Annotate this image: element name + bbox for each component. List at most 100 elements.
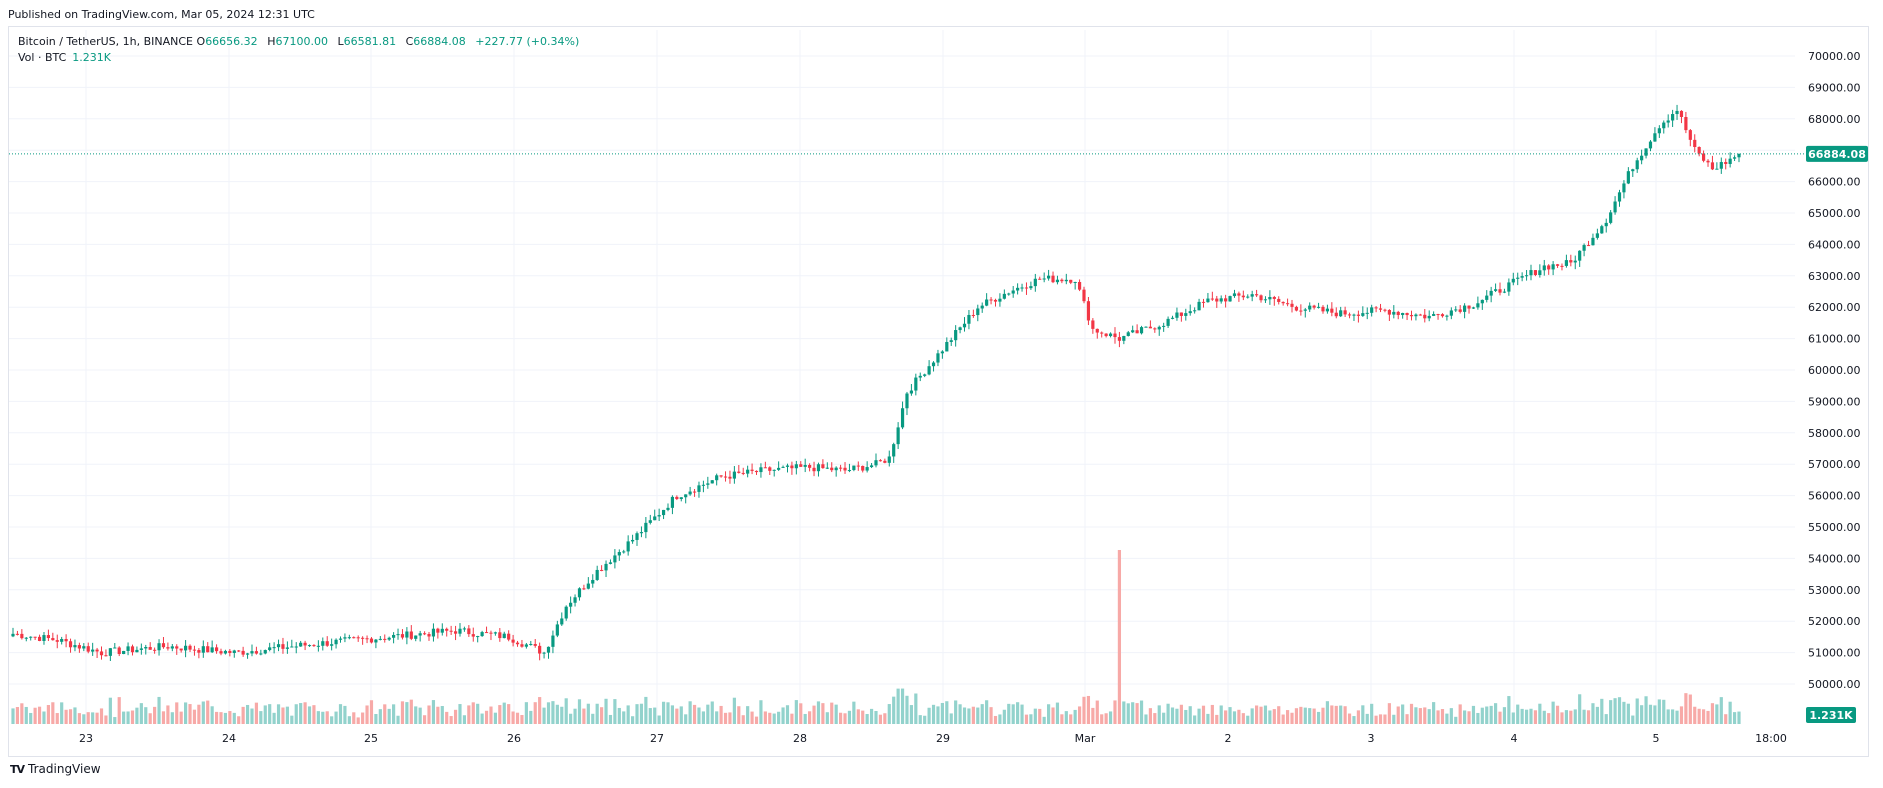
candle-body	[1476, 303, 1480, 308]
candle-body	[692, 491, 697, 493]
candle-body	[1175, 312, 1179, 318]
volume-bar	[431, 700, 436, 724]
volume-bar	[1436, 710, 1440, 724]
candle-body	[1197, 301, 1201, 311]
volume-bar	[962, 707, 967, 724]
volume-bar	[405, 702, 409, 724]
volume-bar	[931, 704, 936, 724]
volume-bar	[737, 706, 741, 724]
volume-bar	[918, 715, 922, 724]
volume-bar	[263, 705, 267, 724]
footer-brand[interactable]: TV TradingView	[10, 762, 101, 776]
candle-body	[1122, 335, 1126, 341]
candle-body	[1591, 237, 1595, 246]
volume-bar	[427, 705, 431, 724]
volume-bar	[666, 702, 670, 724]
volume-bar	[104, 715, 108, 724]
volume-bar	[484, 710, 489, 724]
candle-body	[484, 632, 489, 634]
volume-bar	[653, 707, 657, 724]
candle-body	[316, 645, 320, 647]
volume-bar	[622, 711, 626, 724]
volume-bar	[77, 713, 81, 724]
last-volume-badge	[1806, 707, 1856, 723]
candle-body	[1179, 312, 1183, 316]
candle-body	[1578, 250, 1582, 261]
volume-bar	[1591, 703, 1595, 724]
volume-bar	[1653, 705, 1657, 724]
volume-bar	[396, 715, 400, 724]
volume-bar	[312, 705, 316, 724]
volume-bar	[55, 713, 59, 724]
volume-bar	[307, 706, 312, 724]
volume-bar	[29, 712, 33, 724]
volume-bar	[1666, 709, 1670, 724]
candle-body	[1241, 295, 1245, 298]
volume-bar	[812, 705, 816, 724]
candle-body	[715, 475, 719, 481]
y-tick-label: 70000.00	[1808, 50, 1861, 63]
candle-body	[1396, 311, 1400, 316]
volume-bar	[515, 712, 520, 724]
candle-body	[383, 638, 387, 640]
volume-bar	[878, 714, 883, 724]
candle-body	[471, 634, 475, 637]
y-tick-label: 57000.00	[1808, 458, 1861, 471]
candle-body	[1259, 295, 1263, 301]
volume-bar	[847, 710, 852, 724]
volume-bar	[816, 701, 821, 724]
candle-body	[1595, 233, 1599, 238]
volume-bar	[378, 709, 382, 724]
volume-label[interactable]: Vol · BTC	[18, 51, 67, 64]
candle-body	[1272, 297, 1276, 299]
symbol-name[interactable]: Bitcoin / TetherUS, 1h, BINANCE	[18, 35, 194, 48]
volume-bar	[60, 702, 64, 724]
candle-body	[1688, 130, 1692, 140]
volume-bar	[1595, 706, 1599, 724]
candle-body	[1117, 337, 1122, 341]
candle-body	[1157, 326, 1161, 330]
candle-body	[1219, 298, 1223, 302]
x-tick-label: 25	[364, 732, 378, 745]
volume-bar	[285, 706, 289, 724]
candle-body	[126, 646, 130, 651]
candle-body	[1011, 290, 1015, 294]
candle-body	[985, 299, 989, 306]
volume-bar	[1498, 711, 1502, 724]
volume-bar	[1082, 696, 1086, 724]
volume-bar	[476, 703, 480, 724]
candle-body	[697, 485, 701, 492]
volume-bar	[1002, 709, 1006, 724]
candle-body	[1706, 160, 1710, 163]
candle-body	[223, 650, 228, 654]
candle-body	[1042, 278, 1046, 280]
candle-body	[1255, 294, 1259, 296]
volume-bar	[723, 712, 728, 724]
candle-body	[971, 314, 975, 316]
candle-body	[409, 631, 413, 639]
volume-bar	[1055, 702, 1060, 724]
volume-bar	[1445, 713, 1449, 724]
volume-bar	[869, 708, 874, 724]
volume-bar	[1555, 705, 1560, 724]
candle-body	[1294, 306, 1299, 311]
candle-body	[1671, 114, 1675, 121]
volume-bar	[892, 696, 896, 724]
candle-body	[1432, 314, 1436, 316]
candle-body	[1715, 168, 1719, 170]
volume-bar	[538, 697, 542, 724]
y-tick-label: 66000.00	[1808, 176, 1861, 189]
volume-bar	[1069, 714, 1073, 724]
candle-body	[1361, 313, 1365, 316]
volume-bar	[945, 701, 949, 724]
volume-bar	[1166, 703, 1170, 724]
volume-bar	[808, 711, 812, 724]
volume-bar	[1697, 708, 1701, 724]
volume-bar	[1104, 713, 1108, 724]
candle-body	[962, 323, 967, 328]
candle-body	[569, 602, 573, 607]
candle-body	[184, 645, 188, 651]
y-tick-label: 58000.00	[1808, 427, 1861, 440]
volume-bar	[1303, 707, 1307, 724]
